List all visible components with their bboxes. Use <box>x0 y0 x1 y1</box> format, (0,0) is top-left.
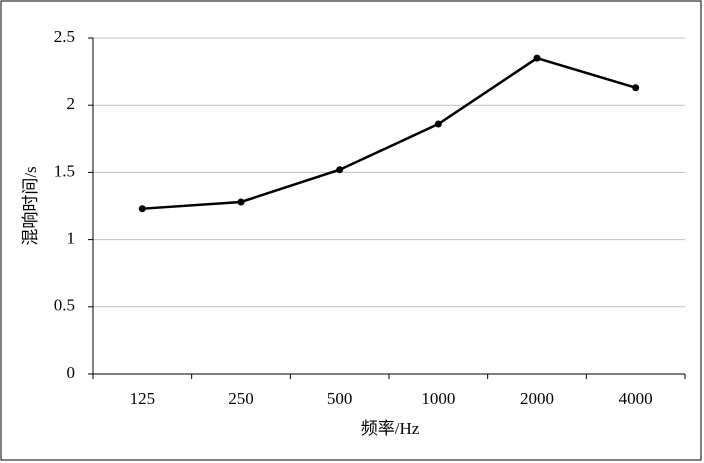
y-axis-label: 混响时间/s <box>21 166 40 245</box>
y-tick-label: 0.5 <box>54 296 75 315</box>
point <box>138 205 146 213</box>
y-tick-label: 0 <box>67 363 76 382</box>
y-tick-label: 2.5 <box>54 27 75 46</box>
x-tick-label: 500 <box>327 389 353 408</box>
y-tick-label: 1 <box>67 229 76 248</box>
x-tick-label: 125 <box>130 389 156 408</box>
point <box>533 54 541 62</box>
point <box>632 84 640 92</box>
y-tick-label: 2 <box>67 94 76 113</box>
point <box>434 120 442 128</box>
x-tick-label: 250 <box>228 389 254 408</box>
x-axis-label: 频率/Hz <box>361 419 420 438</box>
x-tick-label: 1000 <box>421 389 455 408</box>
x-tick-label: 4000 <box>619 389 653 408</box>
x-tick-label: 2000 <box>520 389 554 408</box>
point <box>237 198 245 206</box>
y-tick-label: 1.5 <box>54 161 75 180</box>
line <box>142 56 637 210</box>
point <box>336 166 344 174</box>
